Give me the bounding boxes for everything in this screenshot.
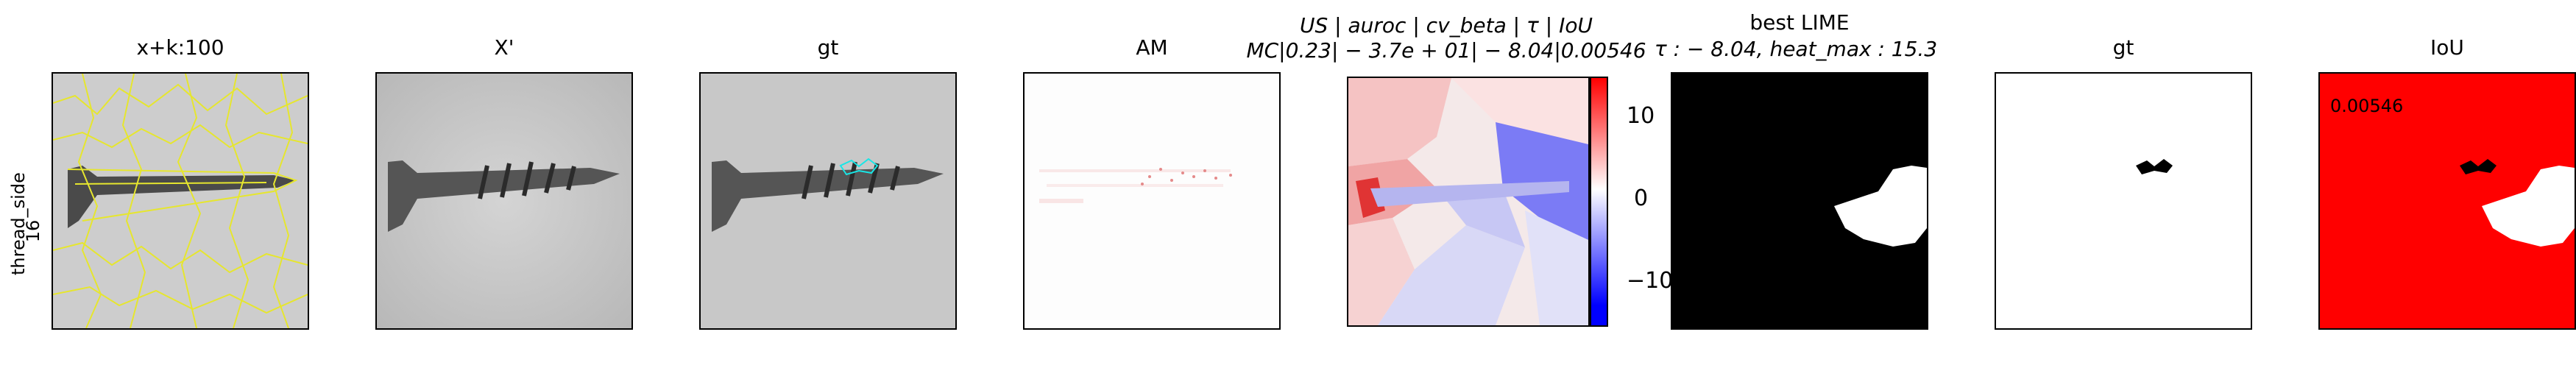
- gt-mask-image: [1995, 72, 2252, 330]
- screw-shape: [388, 160, 620, 232]
- panel-title-metrics-line2: MC|0.23| − 3.7e + 01| − 8.04|0.00546: [1246, 38, 1646, 63]
- iou-svg: [2320, 74, 2575, 328]
- best-lime-mask: [1671, 72, 1928, 330]
- colorbar-tick-mid: 0: [1634, 185, 1649, 211]
- anomaly-peaks: [1141, 168, 1232, 185]
- am-svg: [1025, 74, 1279, 328]
- gt-overlay-image: [699, 72, 957, 330]
- gt-mask-svg: [1996, 74, 2251, 328]
- lime-heatmap-svg: [1348, 78, 1588, 325]
- panel-title-gt-mask: gt: [2112, 35, 2134, 60]
- superpixel-overlay-image: [52, 72, 309, 330]
- superpixel-svg: [53, 74, 308, 328]
- panel-title-best-lime-params: τ : − 8.04, heat_max : 15.3: [1654, 37, 1938, 61]
- panel-title-am: AM: [1136, 35, 1168, 60]
- input-image: [375, 72, 633, 330]
- colorbar-tick-top: 10: [1627, 103, 1655, 129]
- colorbar-tick-bottom: −10: [1627, 268, 1674, 294]
- panel-title-superpixels: x+k:100: [136, 35, 224, 60]
- panel-title-metrics-line1: US | auroc | cv_beta | τ | IoU: [1300, 13, 1593, 38]
- screw-shape: [68, 166, 296, 228]
- panel-title-gt: gt: [817, 35, 839, 60]
- panel-title-iou: IoU: [2430, 35, 2464, 60]
- gt-defect-outline: [839, 158, 879, 176]
- lime-heatmap-image: [1347, 77, 1590, 327]
- panel-title-input: X': [494, 35, 514, 60]
- row-label: thread_side 16: [0, 172, 44, 275]
- anomaly-map-image: [1023, 72, 1281, 330]
- panel-title-best-lime: best LIME: [1749, 10, 1850, 35]
- segment-boundaries: [53, 74, 308, 328]
- gt-svg: [701, 74, 955, 328]
- iou-value-label: 0.00546: [2330, 96, 2404, 116]
- anomaly-speckles: [1039, 169, 1231, 203]
- row-label-line2: 16: [23, 219, 43, 243]
- iou-image: [2318, 72, 2576, 330]
- colorbar: [1590, 77, 1608, 327]
- input-svg: [377, 74, 631, 328]
- best-lime-svg: [1672, 74, 1927, 328]
